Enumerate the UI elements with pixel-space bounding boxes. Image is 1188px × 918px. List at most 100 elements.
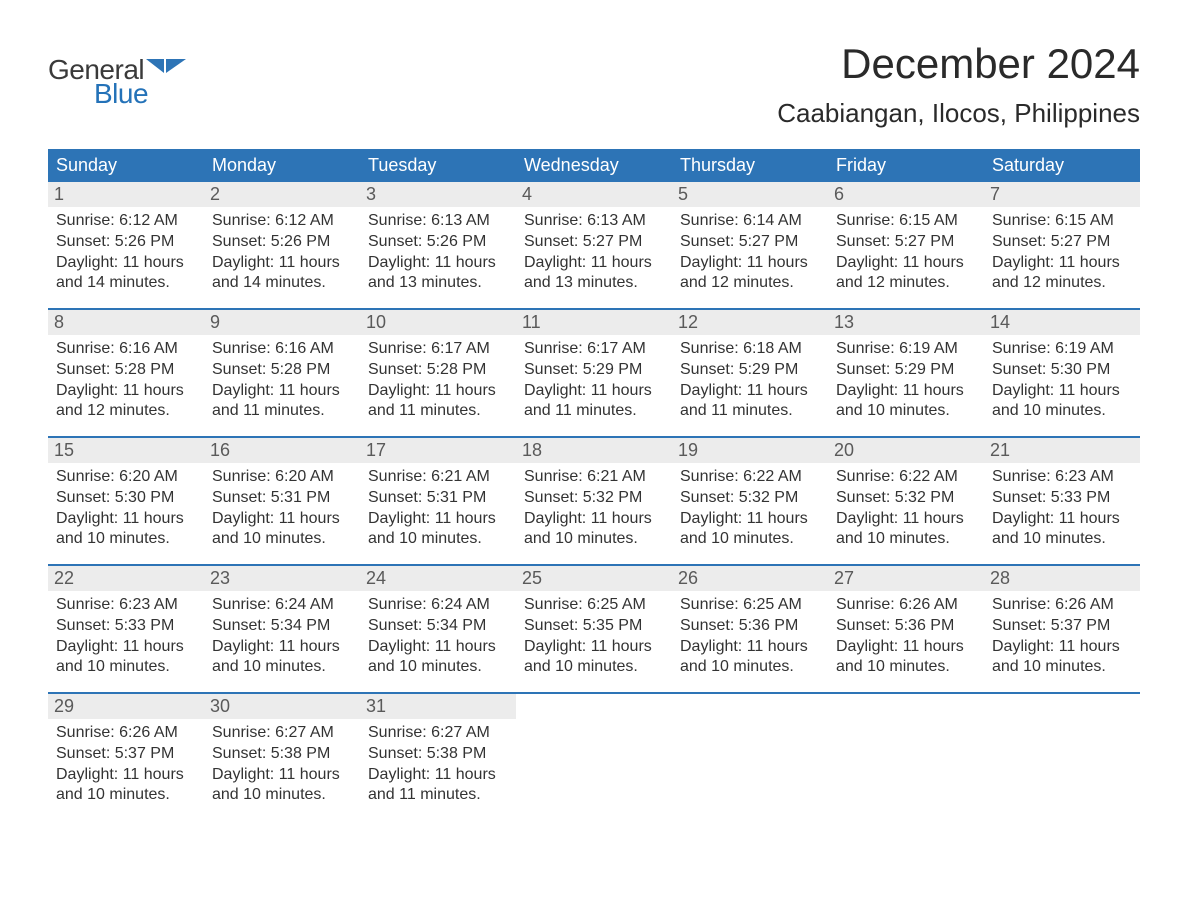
day-text: Sunrise: 6:17 AMSunset: 5:28 PMDaylight:… [360,335,516,422]
day-text-line: Sunrise: 6:17 AM [368,339,508,360]
logo: General Blue [48,40,186,110]
day-text-line: and 12 minutes. [680,273,820,294]
day-number-row: 30 [204,694,360,719]
day-text-line: and 10 minutes. [836,657,976,678]
day-text-line: and 14 minutes. [212,273,352,294]
day-text-line: Daylight: 11 hours [56,509,196,530]
day-text-line: Sunset: 5:37 PM [992,616,1132,637]
day-text: Sunrise: 6:13 AMSunset: 5:27 PMDaylight:… [516,207,672,294]
day-number-row: 31 [360,694,516,719]
title-block: December 2024 Caabiangan, Ilocos, Philip… [777,40,1140,129]
week-row: 15Sunrise: 6:20 AMSunset: 5:30 PMDayligh… [48,436,1140,564]
day-text-line: Sunrise: 6:21 AM [524,467,664,488]
day-text-line: Sunset: 5:27 PM [680,232,820,253]
day-text-line: Daylight: 11 hours [212,381,352,402]
day-number-row: 12 [672,310,828,335]
day-text-line: Daylight: 11 hours [992,509,1132,530]
day-text: Sunrise: 6:21 AMSunset: 5:31 PMDaylight:… [360,463,516,550]
day-number-row: 20 [828,438,984,463]
day-text-line: Sunset: 5:31 PM [368,488,508,509]
day-number-row: 9 [204,310,360,335]
day-header-cell: Wednesday [516,149,672,182]
day-cell: 24Sunrise: 6:24 AMSunset: 5:34 PMDayligh… [360,566,516,692]
day-text-line: Daylight: 11 hours [212,253,352,274]
day-text-line: Sunset: 5:26 PM [212,232,352,253]
day-text: Sunrise: 6:26 AMSunset: 5:37 PMDaylight:… [48,719,204,806]
day-text: Sunrise: 6:14 AMSunset: 5:27 PMDaylight:… [672,207,828,294]
day-text-line: Sunset: 5:34 PM [212,616,352,637]
day-text: Sunrise: 6:22 AMSunset: 5:32 PMDaylight:… [828,463,984,550]
day-header-cell: Saturday [984,149,1140,182]
day-text-line: Sunset: 5:27 PM [836,232,976,253]
day-number: 26 [678,568,698,588]
day-number: 18 [522,440,542,460]
day-number: 3 [366,184,376,204]
day-text-line: Sunset: 5:27 PM [992,232,1132,253]
day-cell: 13Sunrise: 6:19 AMSunset: 5:29 PMDayligh… [828,310,984,436]
week-row: 22Sunrise: 6:23 AMSunset: 5:33 PMDayligh… [48,564,1140,692]
day-text: Sunrise: 6:13 AMSunset: 5:26 PMDaylight:… [360,207,516,294]
day-text-line: Sunset: 5:34 PM [368,616,508,637]
day-text-line: and 10 minutes. [212,785,352,806]
day-text: Sunrise: 6:16 AMSunset: 5:28 PMDaylight:… [204,335,360,422]
day-text-line: and 10 minutes. [992,401,1132,422]
day-text-line: Sunrise: 6:13 AM [368,211,508,232]
day-text-line: Sunset: 5:30 PM [56,488,196,509]
day-text-line: Sunrise: 6:12 AM [212,211,352,232]
day-cell: 4Sunrise: 6:13 AMSunset: 5:27 PMDaylight… [516,182,672,308]
day-text-line: and 10 minutes. [56,529,196,550]
day-cell: 18 Sunrise: 6:21 AMSunset: 5:32 PMDayligh… [516,438,672,564]
day-text-line: Sunset: 5:28 PM [368,360,508,381]
day-number: 17 [366,440,386,460]
day-text-line: Sunset: 5:38 PM [212,744,352,765]
location: Caabiangan, Ilocos, Philippines [777,98,1140,129]
day-text: Sunrise: 6:16 AMSunset: 5:28 PMDaylight:… [48,335,204,422]
day-text-line: Sunrise: 6:18 AM [680,339,820,360]
day-header-row: SundayMondayTuesdayWednesdayThursdayFrid… [48,149,1140,182]
logo-text-blue: Blue [94,78,186,110]
day-number-row: 8 [48,310,204,335]
day-text-line: Daylight: 11 hours [56,765,196,786]
day-text-line: Sunrise: 6:24 AM [368,595,508,616]
day-text-line: Sunset: 5:28 PM [56,360,196,381]
day-number: 9 [210,312,220,332]
day-number: 8 [54,312,64,332]
day-text-line: and 10 minutes. [836,401,976,422]
day-text-line: Daylight: 11 hours [836,637,976,658]
day-text-line: Sunrise: 6:27 AM [212,723,352,744]
day-text-line: and 13 minutes. [368,273,508,294]
day-number-row: 15 [48,438,204,463]
day-cell: 15Sunrise: 6:20 AMSunset: 5:30 PMDayligh… [48,438,204,564]
day-text-line: Daylight: 11 hours [836,253,976,274]
day-cell: 12Sunrise: 6:18 AMSunset: 5:29 PMDayligh… [672,310,828,436]
day-number-row: 16 [204,438,360,463]
day-text: Sunrise: 6:18 AMSunset: 5:29 PMDaylight:… [672,335,828,422]
day-number: 13 [834,312,854,332]
day-text-line: Daylight: 11 hours [368,509,508,530]
day-cell: 31Sunrise: 6:27 AMSunset: 5:38 PMDayligh… [360,694,516,820]
day-cell: 7Sunrise: 6:15 AMSunset: 5:27 PMDaylight… [984,182,1140,308]
day-text-line: Sunrise: 6:23 AM [56,595,196,616]
day-cell: 3 Sunrise: 6:13 AMSunset: 5:26 PMDaylight… [360,182,516,308]
day-number: 20 [834,440,854,460]
day-text-line: Daylight: 11 hours [524,509,664,530]
day-text-line: Sunrise: 6:17 AM [524,339,664,360]
day-cell: 9 Sunrise: 6:16 AMSunset: 5:28 PMDaylight… [204,310,360,436]
day-number: 21 [990,440,1010,460]
day-number: 14 [990,312,1010,332]
day-text: Sunrise: 6:25 AMSunset: 5:35 PMDaylight:… [516,591,672,678]
day-number-row: 7 [984,182,1140,207]
week-row: 8 Sunrise: 6:16 AMSunset: 5:28 PMDaylight… [48,308,1140,436]
day-cell: 21Sunrise: 6:23 AMSunset: 5:33 PMDayligh… [984,438,1140,564]
day-cell [672,694,828,820]
day-text: Sunrise: 6:21 AMSunset: 5:32 PMDaylight:… [516,463,672,550]
day-text-line: and 11 minutes. [524,401,664,422]
day-text-line: Daylight: 11 hours [836,381,976,402]
day-text-line: Sunrise: 6:21 AM [368,467,508,488]
day-text-line: Daylight: 11 hours [992,381,1132,402]
day-cell: 27Sunrise: 6:26 AMSunset: 5:36 PMDayligh… [828,566,984,692]
day-text-line: Sunset: 5:33 PM [992,488,1132,509]
day-text-line: Sunrise: 6:26 AM [56,723,196,744]
day-text-line: Daylight: 11 hours [56,637,196,658]
day-text-line: Sunrise: 6:20 AM [212,467,352,488]
